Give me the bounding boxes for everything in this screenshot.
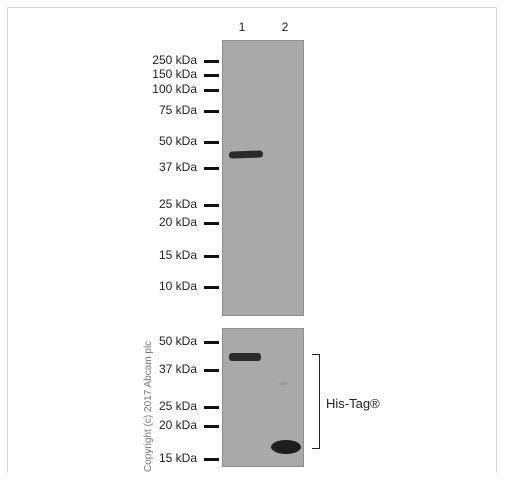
band-lane1-bottom bbox=[229, 353, 261, 361]
blot-membrane-top bbox=[222, 40, 304, 316]
lane-label-1: 1 bbox=[238, 20, 246, 34]
his-tag-label: His-Tag® bbox=[326, 396, 380, 411]
figure-frame bbox=[7, 7, 497, 473]
his-tag-bracket bbox=[312, 354, 320, 449]
band-lane1-top bbox=[228, 150, 264, 159]
lane-label-2: 2 bbox=[281, 20, 289, 34]
copyright-text: Copyright (c) 2017 Abcam plc bbox=[143, 340, 154, 472]
band-lane2-bottom bbox=[271, 440, 301, 454]
faint-smear-lane2 bbox=[279, 382, 287, 385]
